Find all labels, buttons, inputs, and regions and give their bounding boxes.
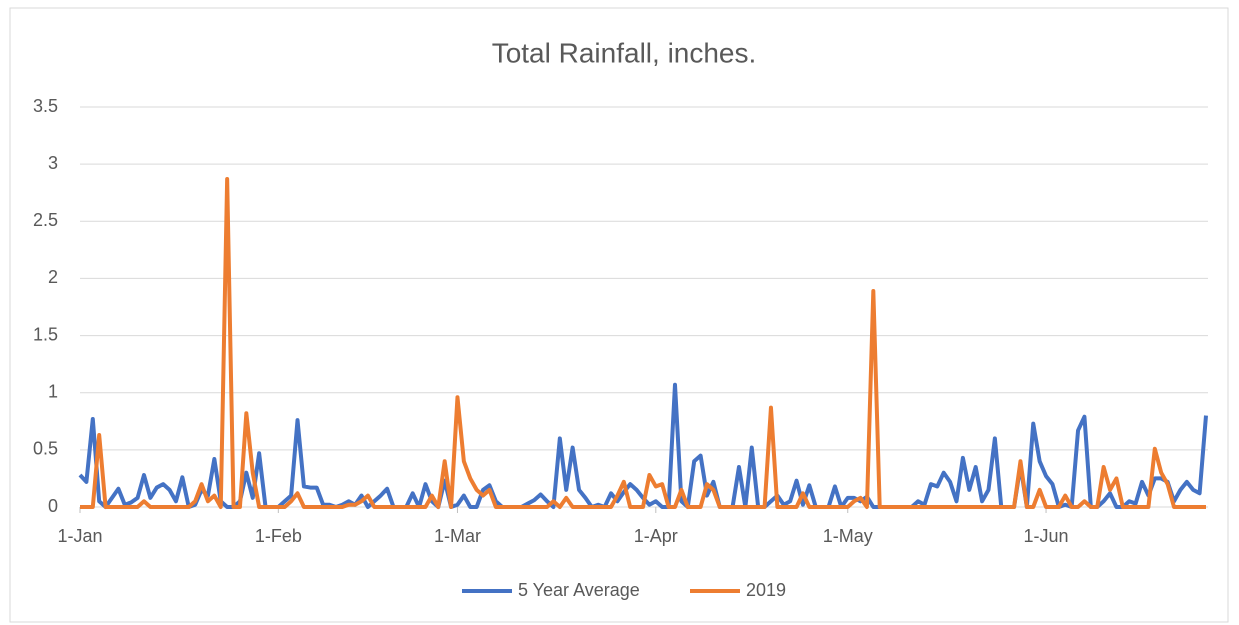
x-tick-label: 1-Feb — [255, 526, 302, 546]
x-tick-label: 1-Mar — [434, 526, 481, 546]
y-tick-label: 3 — [48, 153, 58, 173]
y-tick-label: 0.5 — [33, 439, 58, 459]
x-tick-label: 1-May — [823, 526, 873, 546]
y-tick-label: 1 — [48, 381, 58, 401]
x-tick-label: 1-Apr — [634, 526, 678, 546]
x-tick-label: 1-Jan — [57, 526, 102, 546]
legend-label: 5 Year Average — [518, 580, 640, 600]
y-tick-label: 2 — [48, 267, 58, 287]
legend-label: 2019 — [746, 580, 786, 600]
chart-border — [9, 7, 1229, 623]
x-tick-label: 1-Jun — [1024, 526, 1069, 546]
chart-title: Total Rainfall, inches. — [492, 37, 757, 68]
y-tick-label: 1.5 — [33, 324, 58, 344]
y-tick-label: 0 — [48, 496, 58, 516]
line-series — [80, 177, 1206, 509]
y-tick-label: 2.5 — [33, 210, 58, 230]
y-tick-label: 3.5 — [33, 96, 58, 116]
